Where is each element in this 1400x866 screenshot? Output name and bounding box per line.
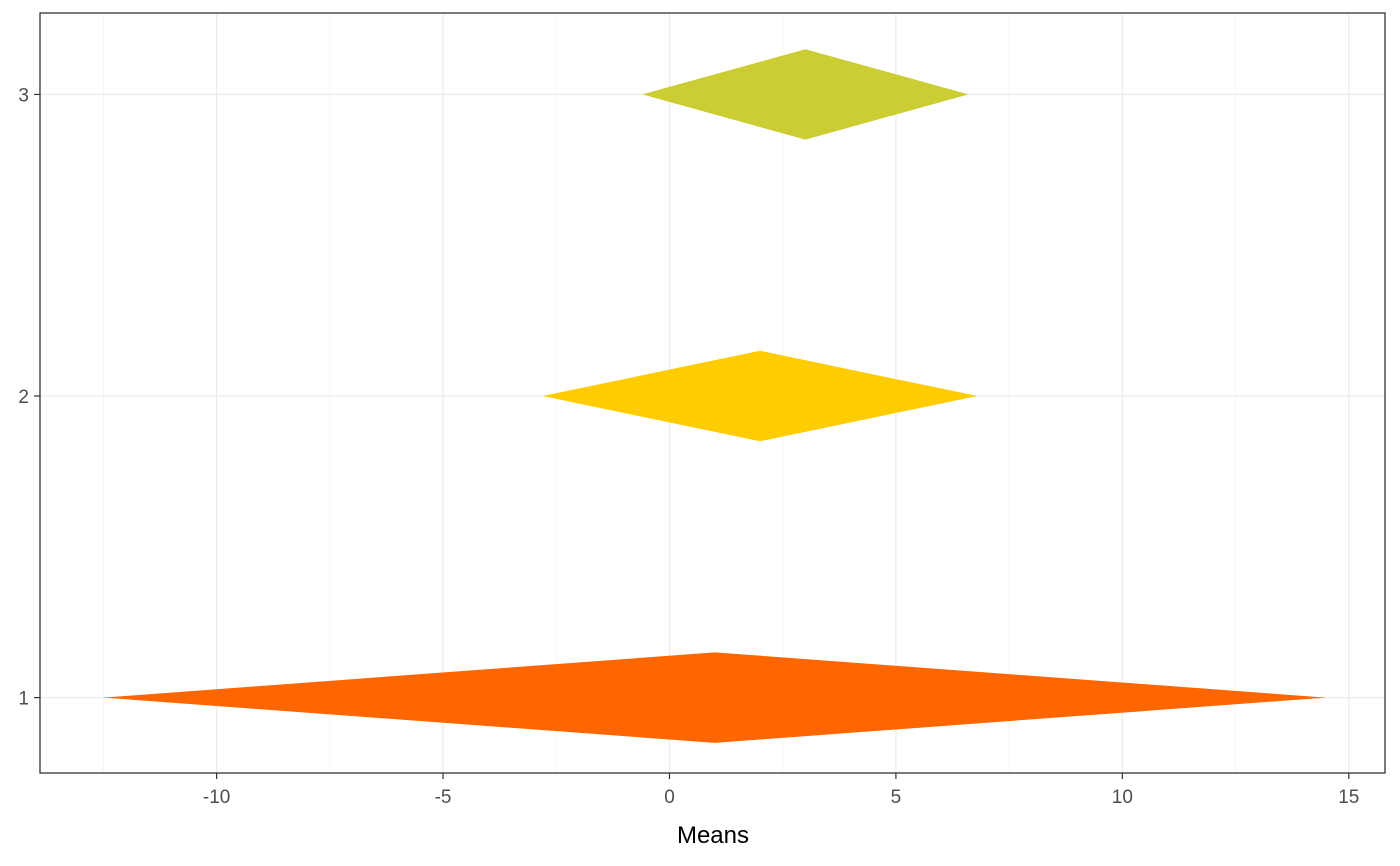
diamond-mark [642,49,969,140]
diamond-mark [542,350,978,442]
x-axis: -10 -5 0 5 10 15 [203,773,1359,808]
diamond-mark [103,652,1327,743]
y-axis: 1 2 3 [18,85,40,710]
y-tick-label: 1 [18,689,29,710]
x-tick-label: -10 [203,787,230,808]
x-tick-label: 0 [664,787,675,808]
x-axis-title: Means [677,822,749,849]
x-tick-label: 10 [1112,787,1133,808]
x-tick-label: 5 [891,787,902,808]
diamond-series [103,49,1327,743]
y-tick-label: 2 [18,387,29,408]
panel-border [39,12,1386,774]
x-tick-label: 15 [1338,787,1359,808]
y-tick-label: 3 [18,85,29,106]
x-tick-label: -5 [435,787,452,808]
